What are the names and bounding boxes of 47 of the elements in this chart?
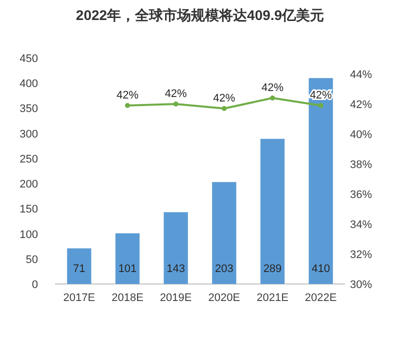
y2-tick-label: 34%	[350, 219, 372, 231]
y-tick-label: 400	[20, 78, 38, 90]
x-tick-label: 2020E	[208, 292, 240, 304]
chart-title: 2022年，全球市场规模将达409.9亿美元	[76, 7, 324, 23]
y-tick-label: 450	[20, 53, 38, 65]
y-tick-label: 300	[20, 128, 38, 140]
point	[222, 106, 227, 111]
y-tick-label: 200	[20, 178, 38, 191]
y-tick-label: 150	[20, 204, 38, 216]
x-tick-label: 2021E	[256, 292, 288, 304]
y-tick-label: 50	[26, 254, 38, 266]
data-label: 42%	[310, 90, 332, 102]
bar	[260, 138, 285, 284]
y2-tick-label: 44%	[350, 69, 372, 81]
point	[270, 96, 275, 100]
y2-tick-label: 40%	[350, 129, 372, 141]
y2-tick-label: 36%	[350, 189, 372, 201]
y-tick-label: 250	[20, 153, 38, 166]
data-label: 42%	[261, 82, 284, 94]
data-label: 203	[214, 263, 234, 275]
x-tick-label: 2022E	[304, 292, 337, 304]
y2-tick-label: 32%	[350, 249, 372, 261]
y-tick-label: 350	[20, 103, 38, 116]
data-label: 289	[263, 263, 282, 275]
bar	[115, 233, 140, 284]
x-tick-label: 2017E	[63, 292, 96, 304]
point	[318, 103, 324, 108]
y2-tick-label: 42%	[350, 99, 372, 111]
data-label: 42%	[164, 88, 188, 100]
bar	[67, 248, 92, 284]
y2-tick-label: 30%	[350, 279, 372, 291]
data-label: 71	[73, 263, 86, 275]
data-label: 101	[118, 263, 137, 275]
y-tick-label: 0	[32, 279, 38, 291]
y2-tick-label: 38%	[350, 159, 372, 171]
data-label: 42%	[116, 90, 139, 102]
point	[125, 103, 130, 108]
bar	[212, 182, 236, 284]
data-label: 42%	[213, 92, 236, 104]
data-label: 410	[312, 263, 330, 275]
point	[173, 102, 178, 106]
y-tick-label: 100	[20, 228, 38, 241]
bar	[308, 78, 333, 284]
bar	[164, 212, 188, 284]
data-label: 143	[166, 263, 186, 275]
x-tick-label: 2019E	[160, 292, 192, 304]
x-tick-label: 2018E	[112, 292, 144, 304]
